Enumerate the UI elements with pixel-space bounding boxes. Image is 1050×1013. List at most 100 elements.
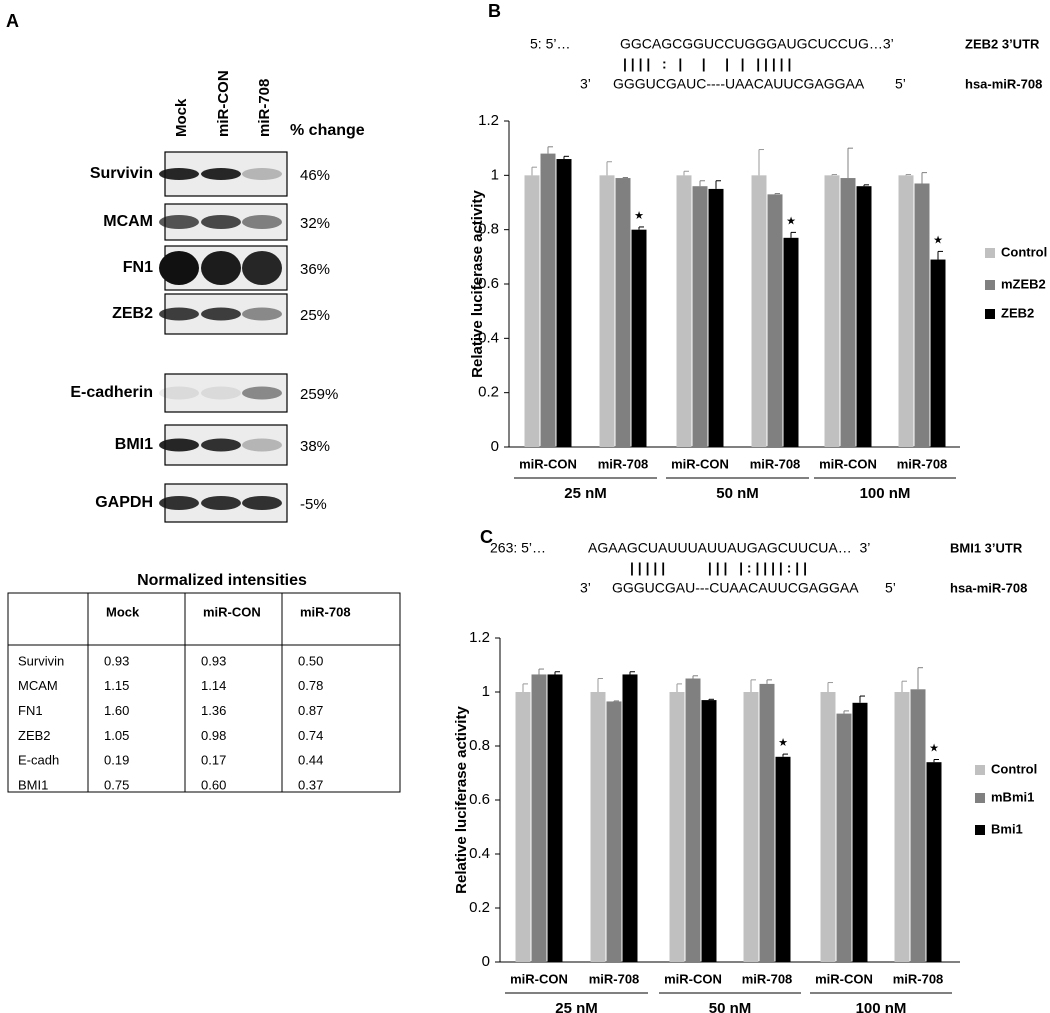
lane-label: Mock: [173, 98, 190, 137]
blot-band: [159, 386, 199, 400]
legend-swatch: [985, 309, 995, 319]
x-tick-label: miR-708: [598, 456, 649, 471]
bar: [820, 692, 836, 962]
bar: [926, 762, 942, 962]
blot-band: [159, 168, 199, 180]
table-cell: 0.37: [298, 777, 323, 792]
legend-swatch: [985, 248, 995, 258]
group-label: 25 nM: [564, 485, 607, 502]
bar: [894, 692, 910, 962]
y-axis-title: Relative luciferase activity: [453, 706, 470, 894]
bar: [775, 756, 791, 962]
bar: [824, 175, 840, 448]
bar: [531, 674, 547, 962]
y-tick-label: 0.6: [469, 791, 490, 808]
legend-swatch: [975, 765, 985, 775]
change-header: % change: [290, 122, 365, 139]
bar: [669, 692, 685, 962]
legend-label: Control: [1001, 244, 1047, 259]
mirna-sequence: GGGUCGAUC----UAACAUUCGAGGAA: [613, 76, 865, 92]
bar: [759, 683, 775, 962]
y-tick-label: 0: [482, 953, 490, 970]
bar: [599, 175, 615, 448]
legend-label: mBmi1: [991, 789, 1034, 804]
table-title: Normalized intensities: [137, 572, 307, 589]
percent-change: 259%: [300, 386, 338, 403]
blot-band: [159, 496, 199, 510]
blot-band: [201, 251, 241, 285]
utr-prefix: 5: 5’…: [530, 36, 570, 52]
blot-band: [201, 496, 241, 510]
table-cell: 1.36: [201, 703, 226, 718]
mirna-end: 5’: [885, 580, 896, 596]
blot-box: [164, 373, 288, 413]
x-tick-label: miR-CON: [819, 456, 877, 471]
panel-label: C: [480, 527, 493, 547]
x-tick-label: miR-708: [589, 971, 640, 986]
y-tick-label: 0: [491, 438, 499, 455]
table-cell: 0.50: [298, 653, 323, 668]
blot-band: [201, 438, 241, 452]
mirna-name: hsa-miR-708: [965, 76, 1042, 91]
table-cell: 0.78: [298, 678, 323, 693]
bar: [622, 674, 638, 962]
blot-band: [242, 386, 282, 400]
bar: [515, 692, 531, 962]
table-cell: 0.75: [104, 777, 129, 792]
bar: [615, 178, 631, 448]
bar: [701, 700, 717, 962]
table-border: [7, 592, 401, 793]
bar: [547, 674, 563, 962]
bar: [914, 183, 930, 447]
bar: [856, 186, 872, 447]
group-label: 100 nM: [856, 1000, 907, 1013]
table-header: Mock: [106, 604, 140, 619]
blot-band: [242, 215, 282, 229]
blot-band: [159, 307, 199, 321]
legend-label: Bmi1: [991, 821, 1023, 836]
blot-band: [159, 438, 199, 452]
blot-band: [242, 251, 282, 285]
significance-star: ★: [929, 742, 939, 754]
x-tick-label: miR-CON: [664, 971, 722, 986]
y-tick-label: 1.2: [478, 112, 499, 129]
bar: [685, 678, 701, 962]
group-label: 50 nM: [716, 485, 759, 502]
percent-change: 25%: [300, 307, 330, 324]
y-axis-title: Relative luciferase activity: [469, 190, 486, 378]
group-label: 100 nM: [860, 485, 911, 502]
bar: [930, 259, 946, 447]
panel-label: A: [6, 11, 19, 31]
bar: [556, 159, 572, 448]
x-tick-label: miR-708: [750, 456, 801, 471]
base-pairs: | | | | : | | | | | | | | |: [623, 56, 791, 72]
group-label: 25 nM: [555, 1000, 598, 1013]
y-tick-label: 0.6: [478, 275, 499, 292]
blot-band: [201, 386, 241, 400]
table-cell: 1.05: [104, 728, 129, 743]
y-tick-label: 1.2: [469, 629, 490, 646]
protein-label: BMI1: [115, 436, 153, 453]
protein-label: GAPDH: [95, 494, 153, 511]
table-cell: BMI1: [18, 777, 48, 792]
legend-label: Control: [991, 761, 1037, 776]
blot-band: [242, 168, 282, 180]
table-cell: 0.19: [104, 753, 129, 768]
base-pairs: | | | | | | | | | : | | | | : | |: [630, 560, 807, 576]
legend-swatch: [975, 793, 985, 803]
percent-change: -5%: [300, 496, 327, 513]
blot-band: [242, 307, 282, 321]
y-tick-label: 0.4: [469, 845, 490, 862]
utr-name: ZEB2 3’UTR: [965, 36, 1040, 51]
legend-swatch: [985, 280, 995, 290]
bar: [692, 186, 708, 447]
x-tick-label: miR-CON: [519, 456, 577, 471]
table-cell: MCAM: [18, 678, 58, 693]
table-cell: 1.15: [104, 678, 129, 693]
y-tick-label: 0.4: [478, 329, 499, 346]
bar: [606, 701, 622, 962]
bar: [836, 713, 852, 962]
y-tick-label: 1: [482, 683, 490, 700]
blot-band: [159, 251, 199, 285]
